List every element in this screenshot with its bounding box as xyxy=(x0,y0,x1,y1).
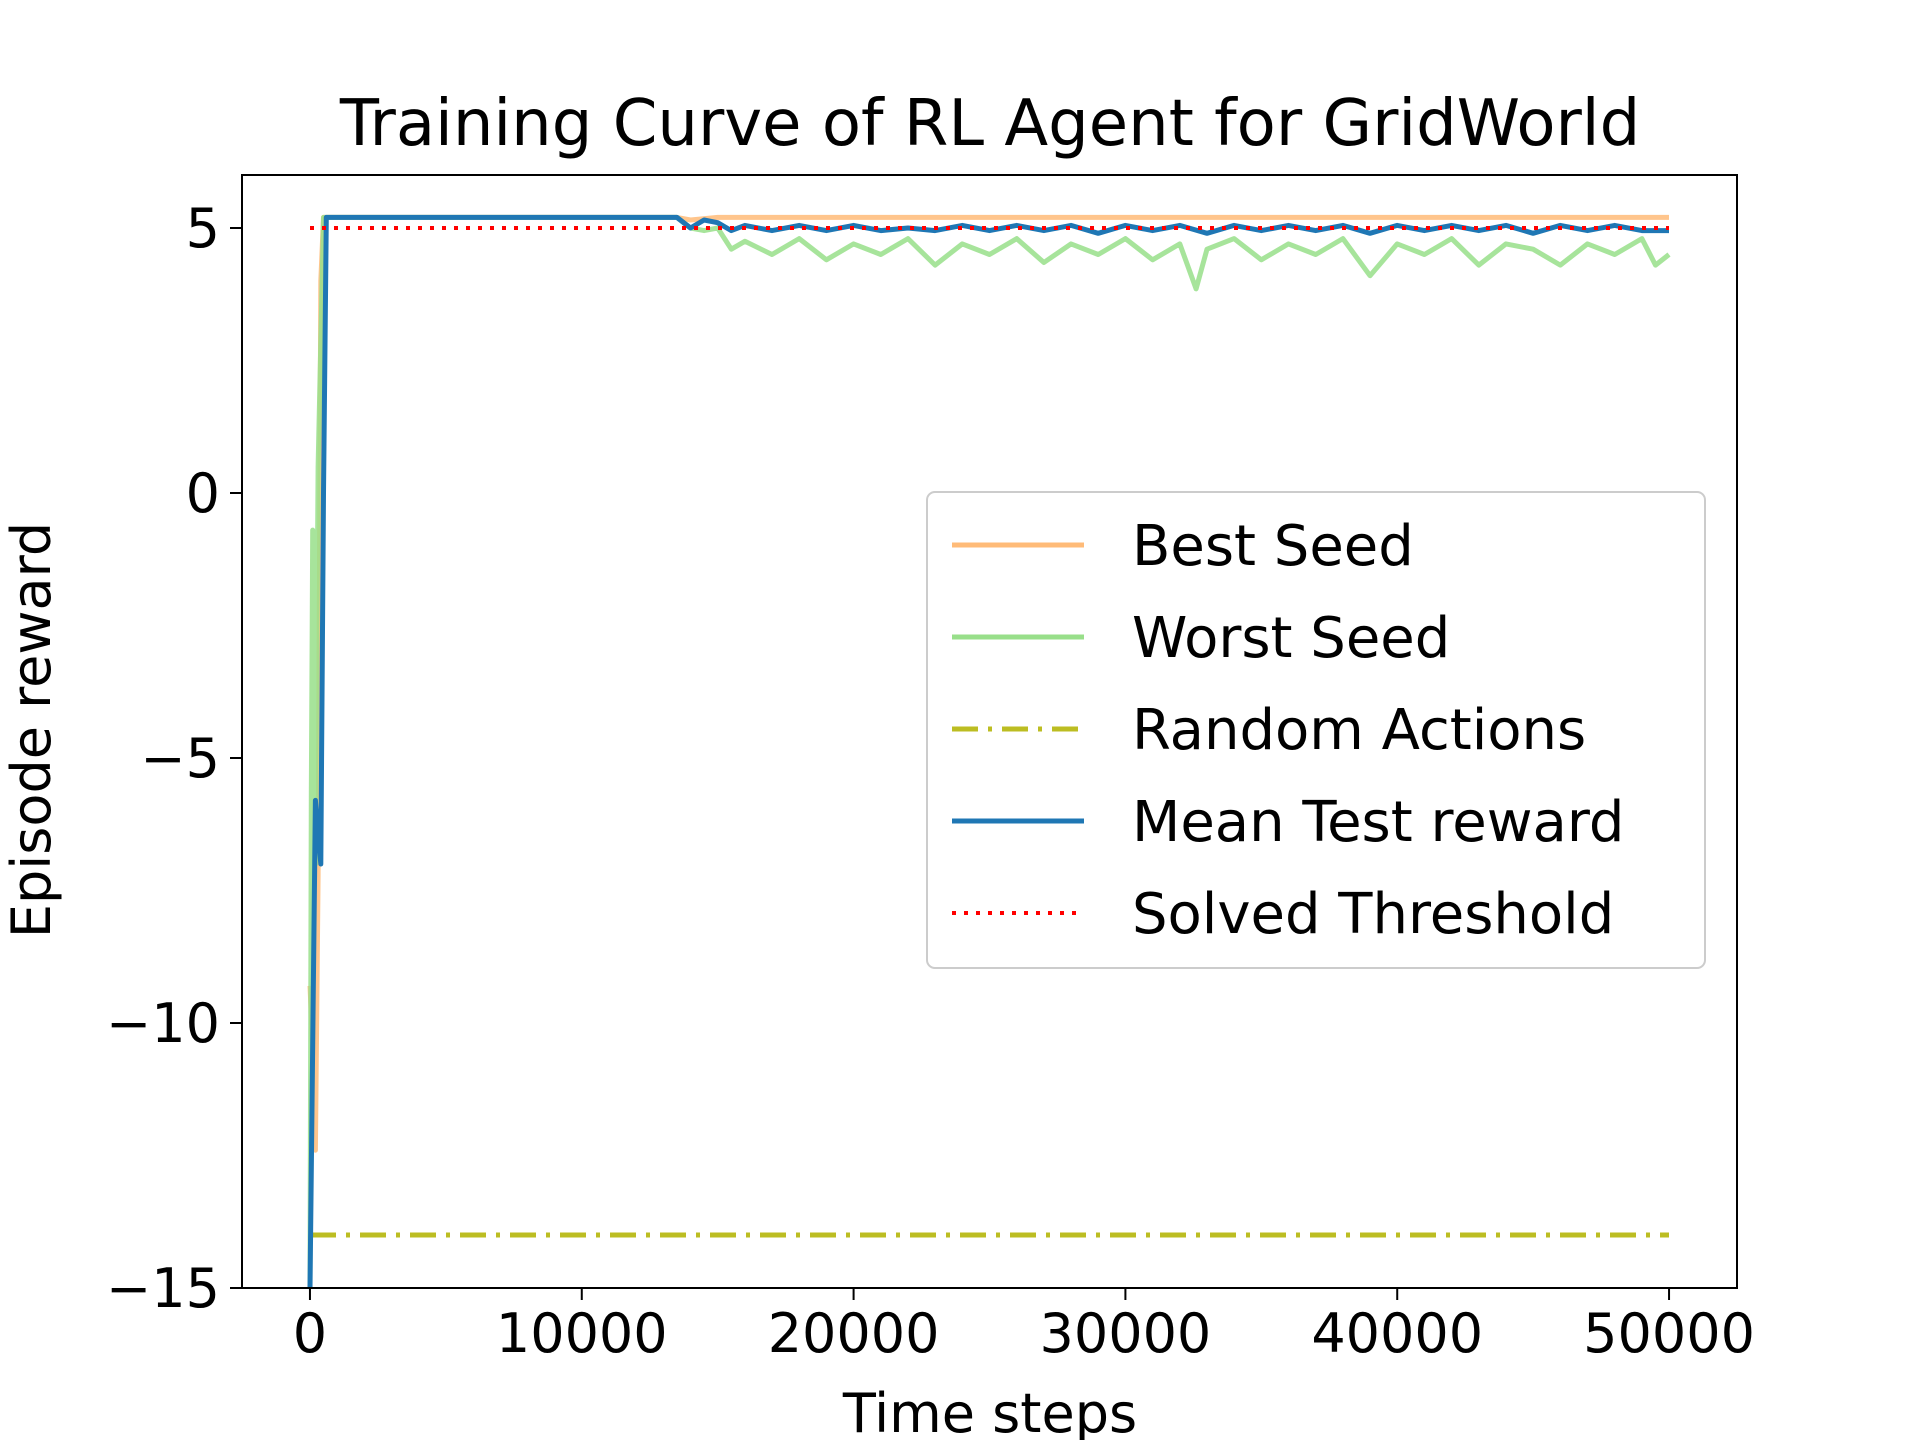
series-line-mean-test-reward xyxy=(307,214,1669,1289)
y-tick-label: −5 xyxy=(140,727,220,790)
y-tick-label: 0 xyxy=(186,462,220,525)
series-line-worst-seed xyxy=(307,214,1671,1289)
y-axis: 5 0 −5 −10 −15 xyxy=(106,197,242,1320)
x-tick-label: 30000 xyxy=(1040,1302,1212,1365)
legend-label: Solved Threshold xyxy=(1132,882,1614,947)
legend-label: Random Actions xyxy=(1132,698,1586,763)
y-axis-label: Episode reward xyxy=(0,522,63,938)
x-tick-label: 40000 xyxy=(1311,1302,1483,1365)
x-tick-label: 20000 xyxy=(768,1302,940,1365)
series-layer xyxy=(307,214,1671,1289)
x-tick-label: 0 xyxy=(293,1302,327,1365)
chart-title: Training Curve of RL Agent for GridWorld xyxy=(339,87,1640,161)
x-axis: 0 10000 20000 30000 40000 50000 xyxy=(293,1288,1755,1365)
legend-items: Best Seed Worst Seed Random Actions Mean Te… xyxy=(952,514,1624,947)
x-axis-label: Time steps xyxy=(842,1382,1137,1440)
y-tick-label: −15 xyxy=(106,1257,220,1320)
legend-label: Best Seed xyxy=(1132,514,1414,579)
legend-label: Worst Seed xyxy=(1132,606,1450,671)
y-tick-label: −10 xyxy=(106,992,220,1055)
legend-box xyxy=(926,491,1706,969)
plot-frame xyxy=(241,174,1738,1289)
x-tick-label: 50000 xyxy=(1583,1302,1755,1365)
legend: Best Seed Worst Seed Random Actions Mean Te… xyxy=(926,491,1706,969)
x-tick-label: 10000 xyxy=(496,1302,668,1365)
legend-label: Mean Test reward xyxy=(1132,790,1624,855)
y-tick-label: 5 xyxy=(186,197,220,260)
